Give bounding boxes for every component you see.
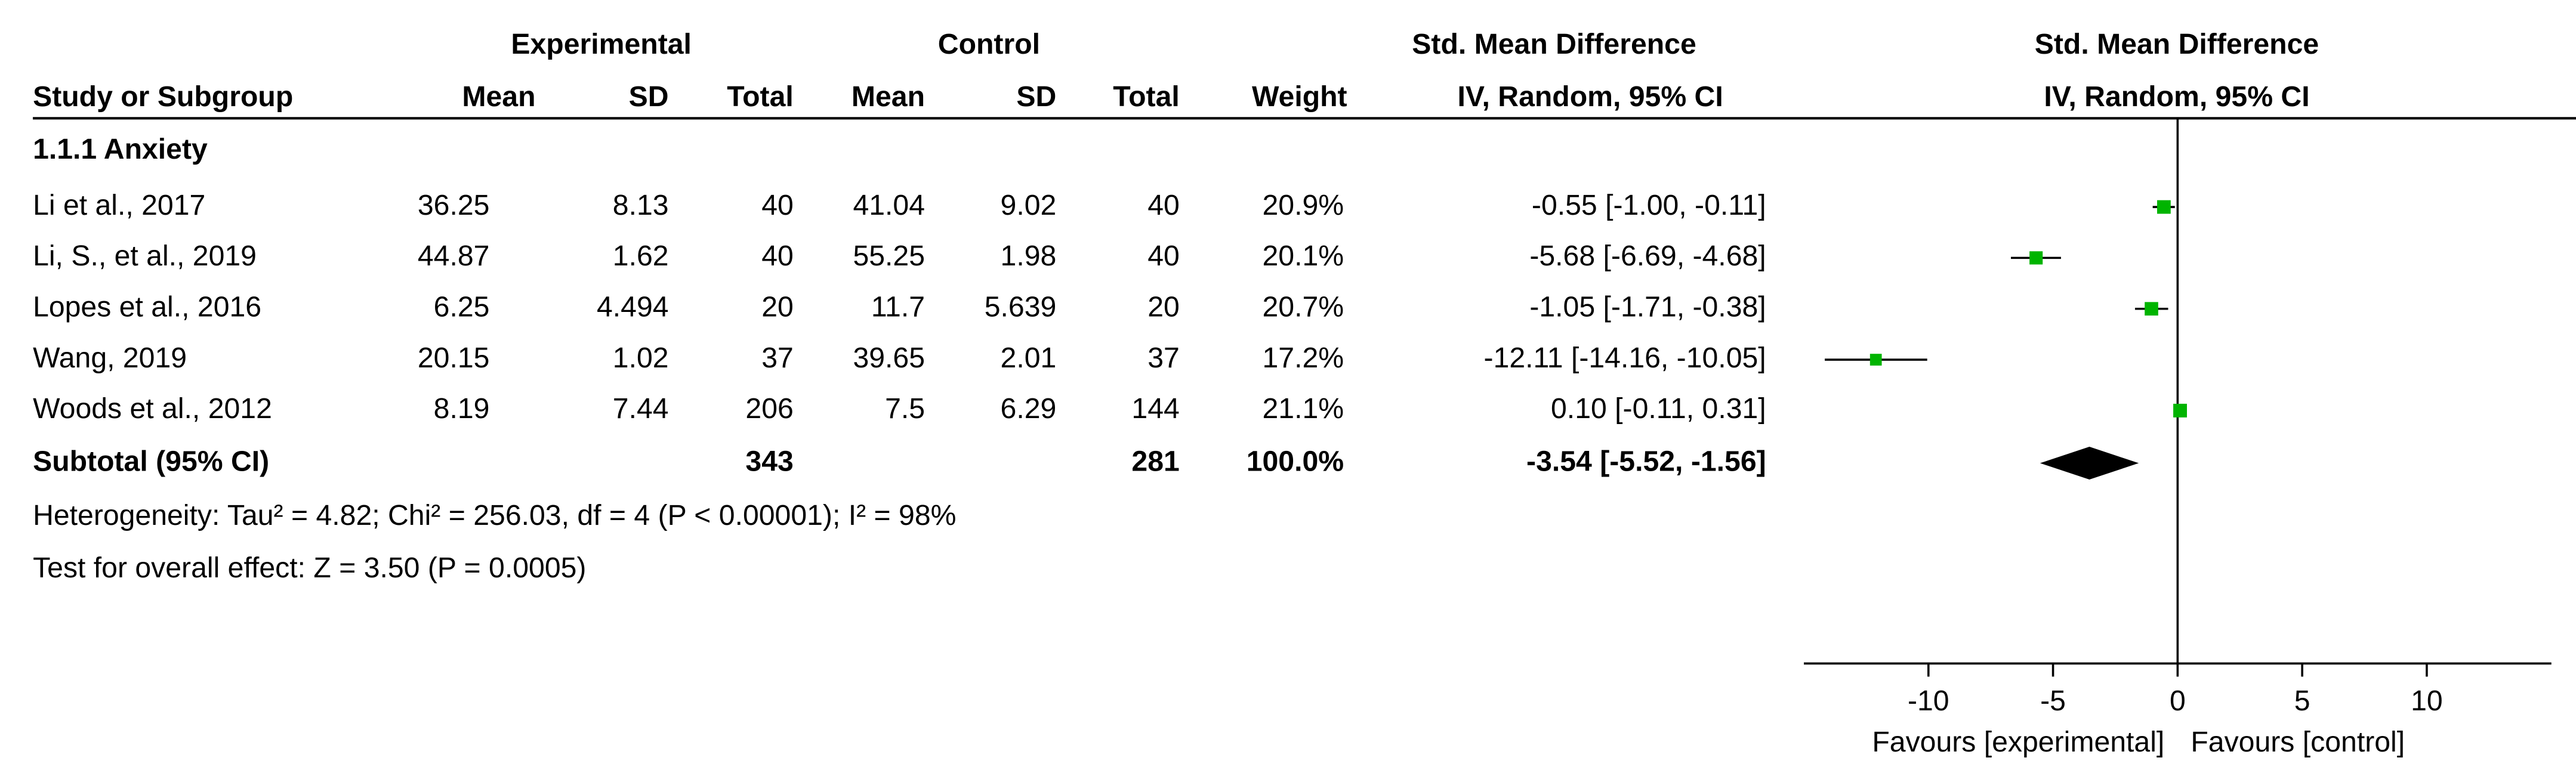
study-cell: -12.11 [-14.16, -10.05] <box>1484 342 1766 374</box>
study-cell: 41.04 <box>853 189 925 221</box>
effect-marker <box>1869 354 1882 366</box>
study-cell: -0.55 [-1.00, -0.11] <box>1532 189 1766 221</box>
column-header: Study or Subgroup <box>33 81 293 113</box>
study-name: Li, S., et al., 2019 <box>33 240 257 272</box>
study-cell: -5.68 [-6.69, -4.68] <box>1529 240 1766 272</box>
study-cell: 6.25 <box>434 290 490 323</box>
study-cell: 1.02 <box>613 342 669 374</box>
study-cell: 11.7 <box>871 290 925 323</box>
study-cell: 4.494 <box>597 290 669 323</box>
study-cell: 20.1% <box>1263 240 1344 272</box>
heterogeneity: Heterogeneity: Tau² = 4.82; Chi² = 256.0… <box>33 499 956 531</box>
study-cell: 9.02 <box>1001 189 1057 221</box>
study-cell: 21.1% <box>1263 392 1344 425</box>
x-label-right: Favours [control] <box>2191 726 2405 758</box>
subtotal-cell: 343 <box>745 445 793 477</box>
effect-marker <box>2173 403 2187 417</box>
study-cell: 0.10 [-0.11, 0.31] <box>1551 392 1766 425</box>
column-header: Weight <box>1252 81 1347 113</box>
study-cell: 37 <box>1147 342 1180 374</box>
study-cell: 44.87 <box>418 240 490 272</box>
subtotal-cell: -3.54 [-5.52, -1.56] <box>1526 445 1766 477</box>
study-cell: 40 <box>1147 189 1180 221</box>
study-cell: 7.5 <box>885 392 925 425</box>
subtotal-cell: 281 <box>1131 445 1179 477</box>
x-tick-label: 5 <box>2294 685 2310 717</box>
study-cell: 5.639 <box>985 290 1057 323</box>
study-cell: 40 <box>1147 240 1180 272</box>
study-name: Li et al., 2017 <box>33 189 205 221</box>
effect-marker <box>2145 302 2158 316</box>
study-cell: 1.98 <box>1001 240 1057 272</box>
group-header: Control <box>938 28 1040 60</box>
x-label-left: Favours [experimental] <box>1872 726 2164 758</box>
group-header: Std. Mean Difference <box>2035 28 2319 60</box>
group-header: Std. Mean Difference <box>1412 28 1696 60</box>
column-header: SD <box>1016 81 1056 113</box>
study-cell: 20 <box>761 290 794 323</box>
overall-test: Test for overall effect: Z = 3.50 (P = 0… <box>33 552 586 584</box>
x-tick-label: -10 <box>1908 685 1949 717</box>
study-cell: 20.9% <box>1263 189 1344 221</box>
column-header: IV, Random, 95% CI <box>2044 81 2309 113</box>
study-cell: 40 <box>761 240 794 272</box>
column-header: Mean <box>852 81 925 113</box>
study-cell: 17.2% <box>1263 342 1344 374</box>
x-tick-label: 10 <box>2411 685 2443 717</box>
subgroup-label: 1.1.1 Anxiety <box>33 133 208 165</box>
study-name: Woods et al., 2012 <box>33 392 272 425</box>
study-cell: 55.25 <box>853 240 925 272</box>
study-cell: 206 <box>745 392 793 425</box>
study-cell: 36.25 <box>418 189 490 221</box>
x-tick-label: 0 <box>2170 685 2186 717</box>
study-cell: 2.01 <box>1001 342 1057 374</box>
subtotal-cell: 100.0% <box>1247 445 1344 477</box>
study-name: Wang, 2019 <box>33 342 187 374</box>
study-cell: 7.44 <box>613 392 669 425</box>
column-header: Total <box>1113 81 1180 113</box>
column-header: SD <box>629 81 669 113</box>
study-cell: 20 <box>1147 290 1180 323</box>
study-cell: 8.13 <box>613 189 669 221</box>
study-cell: 37 <box>761 342 794 374</box>
effect-marker <box>2157 200 2171 214</box>
study-cell: -1.05 [-1.71, -0.38] <box>1529 290 1766 323</box>
effect-marker <box>2029 251 2043 265</box>
study-cell: 20.15 <box>418 342 490 374</box>
column-header: Mean <box>462 81 535 113</box>
subtotal-name: Subtotal (95% CI) <box>33 445 269 477</box>
study-cell: 20.7% <box>1263 290 1344 323</box>
study-name: Lopes et al., 2016 <box>33 290 261 323</box>
study-cell: 40 <box>761 189 794 221</box>
x-tick-label: -5 <box>2040 685 2066 717</box>
group-header: Experimental <box>511 28 692 60</box>
column-header: Total <box>727 81 794 113</box>
study-cell: 6.29 <box>1001 392 1057 425</box>
study-cell: 1.62 <box>613 240 669 272</box>
study-cell: 39.65 <box>853 342 925 374</box>
study-cell: 144 <box>1131 392 1179 425</box>
study-cell: 8.19 <box>434 392 490 425</box>
summary-diamond <box>2040 446 2139 480</box>
column-header: IV, Random, 95% CI <box>1457 81 1723 113</box>
